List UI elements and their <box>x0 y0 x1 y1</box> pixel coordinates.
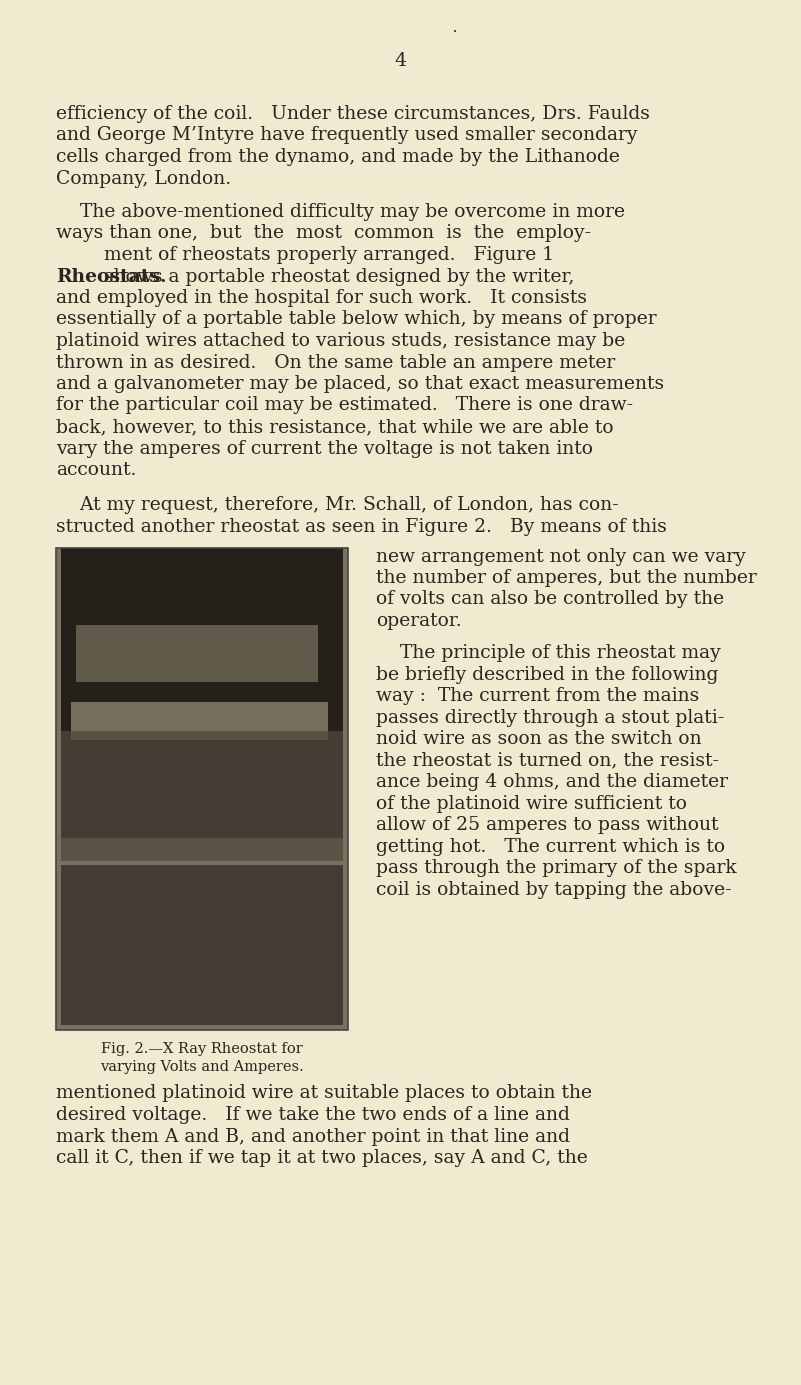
Text: desired voltage.   If we take the two ends of a line and: desired voltage. If we take the two ends… <box>56 1107 570 1125</box>
Text: thrown in as desired.   On the same table an ampere meter: thrown in as desired. On the same table … <box>56 353 615 371</box>
Text: Rheostats.: Rheostats. <box>56 267 167 285</box>
Text: for the particular coil may be estimated.   There is one draw-: for the particular coil may be estimated… <box>56 396 633 414</box>
Text: pass through the primary of the spark: pass through the primary of the spark <box>376 859 737 877</box>
Text: account.: account. <box>56 461 136 479</box>
Text: mentioned platinoid wire at suitable places to obtain the: mentioned platinoid wire at suitable pla… <box>56 1084 592 1102</box>
Text: the number of amperes, but the number: the number of amperes, but the number <box>376 569 757 587</box>
Bar <box>56 547 348 1029</box>
Text: the rheostat is turned on, the resist-: the rheostat is turned on, the resist- <box>376 752 719 770</box>
Text: essentially of a portable table below which, by means of proper: essentially of a portable table below wh… <box>56 310 657 328</box>
Text: varying Volts and Amperes.: varying Volts and Amperes. <box>100 1060 304 1073</box>
Text: and George M’Intyre have frequently used smaller secondary: and George M’Intyre have frequently used… <box>56 126 638 144</box>
Text: 4: 4 <box>395 53 406 71</box>
Bar <box>61 866 343 1025</box>
Text: back, however, to this resistance, that while we are able to: back, however, to this resistance, that … <box>56 418 614 436</box>
Bar <box>76 625 318 683</box>
Text: allow of 25 amperes to pass without: allow of 25 amperes to pass without <box>376 816 718 834</box>
Text: efficiency of the coil.   Under these circumstances, Drs. Faulds: efficiency of the coil. Under these circ… <box>56 105 650 123</box>
Text: platinoid wires attached to various studs, resistance may be: platinoid wires attached to various stud… <box>56 332 626 350</box>
Text: noid wire as soon as the switch on: noid wire as soon as the switch on <box>376 730 702 748</box>
Text: be briefly described in the following: be briefly described in the following <box>376 666 718 684</box>
Text: cells charged from the dynamo, and made by the Lithanode: cells charged from the dynamo, and made … <box>56 148 620 166</box>
Text: ance being 4 ohms, and the diameter: ance being 4 ohms, and the diameter <box>376 773 728 791</box>
Text: mark them A and B, and another point in that line and: mark them A and B, and another point in … <box>56 1127 570 1145</box>
Text: and employed in the hospital for such work.   It consists: and employed in the hospital for such wo… <box>56 289 587 307</box>
Text: getting hot.   The current which is to: getting hot. The current which is to <box>376 838 725 856</box>
Text: Fig. 2.—X Ray Rheostat for: Fig. 2.—X Ray Rheostat for <box>101 1042 303 1055</box>
Text: new arrangement not only can we vary: new arrangement not only can we vary <box>376 547 746 565</box>
Text: operator.: operator. <box>376 612 461 630</box>
Bar <box>71 702 328 741</box>
Bar <box>56 547 348 1029</box>
Text: structed another rheostat as seen in Figure 2.   By means of this: structed another rheostat as seen in Fig… <box>56 518 667 536</box>
Text: The principle of this rheostat may: The principle of this rheostat may <box>376 644 721 662</box>
Text: coil is obtained by tapping the above-: coil is obtained by tapping the above- <box>376 881 731 899</box>
Text: At my request, therefore, Mr. Schall, of London, has con-: At my request, therefore, Mr. Schall, of… <box>56 496 618 514</box>
Text: call it C, then if we tap it at two places, say A and C, the: call it C, then if we tap it at two plac… <box>56 1150 588 1168</box>
Text: of the platinoid wire sufficient to: of the platinoid wire sufficient to <box>376 795 687 813</box>
Text: The above-mentioned difficulty may be overcome in more: The above-mentioned difficulty may be ov… <box>56 204 625 222</box>
Text: shows a portable rheostat designed by the writer,: shows a portable rheostat designed by th… <box>56 267 574 285</box>
Text: •: • <box>453 28 457 36</box>
Text: way :  The current from the mains: way : The current from the mains <box>376 687 699 705</box>
Text: ways than one,  but  the  most  common  is  the  employ-: ways than one, but the most common is th… <box>56 224 591 242</box>
Text: Company, London.: Company, London. <box>56 169 231 187</box>
Text: passes directly through a stout plati-: passes directly through a stout plati- <box>376 709 724 727</box>
Bar <box>61 547 343 838</box>
Bar <box>61 731 343 861</box>
Text: of volts can also be controlled by the: of volts can also be controlled by the <box>376 590 724 608</box>
Text: and a galvanometer may be placed, so that exact measurements: and a galvanometer may be placed, so tha… <box>56 375 664 393</box>
Text: vary the amperes of current the voltage is not taken into: vary the amperes of current the voltage … <box>56 439 593 457</box>
Text: ment of rheostats properly arranged.   Figure 1: ment of rheostats properly arranged. Fig… <box>56 247 554 265</box>
